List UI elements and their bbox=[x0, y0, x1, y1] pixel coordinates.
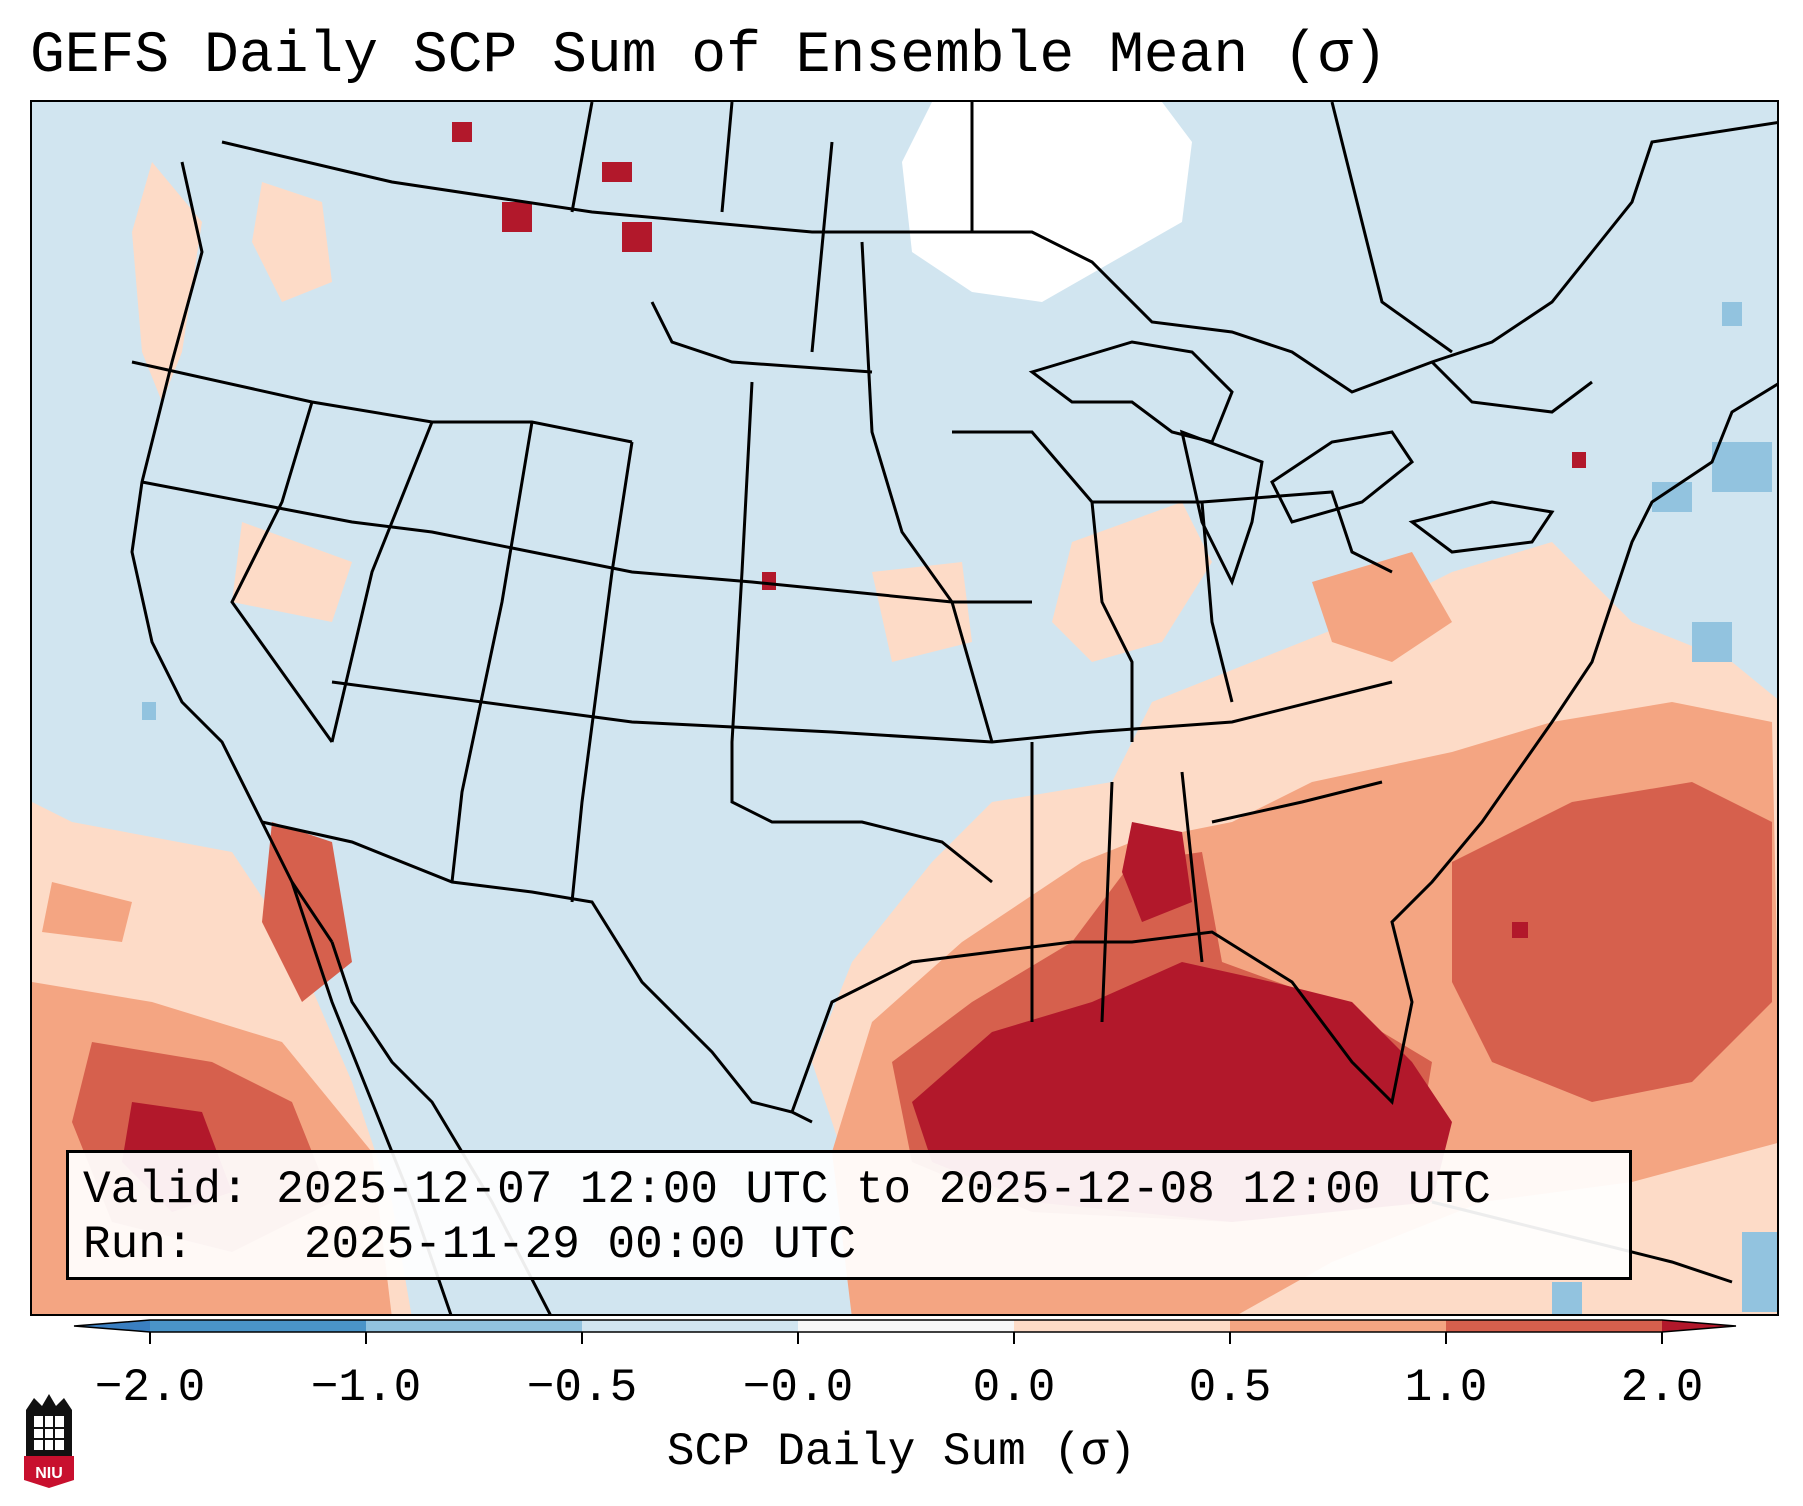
colorbar-tick-label: 0.0 bbox=[972, 1362, 1056, 1414]
colorbar bbox=[73, 1319, 1737, 1344]
colorbar-extend-high bbox=[1662, 1320, 1736, 1332]
scp-map bbox=[32, 102, 1777, 1314]
colorbar-tick-label: 1.0 bbox=[1404, 1362, 1488, 1414]
map-title: GEFS Daily SCP Sum of Ensemble Mean (σ) bbox=[30, 24, 1388, 89]
colorbar-label: SCP Daily Sum (σ) bbox=[666, 1426, 1137, 1478]
colorbar-segment-neg1-neg05 bbox=[366, 1320, 582, 1332]
colorbar-tick-label: 2.0 bbox=[1620, 1362, 1704, 1414]
valid-info-box: Valid: 2025-12-07 12:00 UTC to 2025-12-0… bbox=[66, 1150, 1632, 1280]
colorbar-extend-low bbox=[74, 1320, 150, 1332]
valid-value: 2025-12-07 12:00 UTC to 2025-12-08 12:00… bbox=[276, 1164, 1491, 1216]
colorbar-tick-label: 0.5 bbox=[1188, 1362, 1272, 1414]
neutral-region bbox=[902, 102, 1192, 302]
scp-negative bbox=[142, 302, 1777, 1314]
valid-row: Valid: 2025-12-07 12:00 UTC to 2025-12-0… bbox=[83, 1163, 1615, 1218]
colorbar-tick-label: −0.5 bbox=[526, 1362, 638, 1414]
map-panel bbox=[30, 100, 1779, 1316]
colorbar-tick-label: −2.0 bbox=[94, 1362, 206, 1414]
run-row: Run: 2025-11-29 00:00 UTC bbox=[83, 1218, 1615, 1273]
colorbar-tick-label: −1.0 bbox=[310, 1362, 422, 1414]
niu-logo-icon: NIU bbox=[24, 1394, 74, 1488]
colorbar-segment-0-05 bbox=[1014, 1320, 1230, 1332]
valid-label: Valid: bbox=[83, 1164, 249, 1216]
colorbar-segment-neg2-neg1 bbox=[150, 1320, 366, 1332]
colorbar-tick-label: −0.0 bbox=[742, 1362, 854, 1414]
colorbar-segment-neg05-0 bbox=[582, 1320, 798, 1332]
colorbar-segment-05-1 bbox=[1230, 1320, 1446, 1332]
run-value: 2025-11-29 00:00 UTC bbox=[303, 1219, 856, 1271]
colorbar-segment-1-2 bbox=[1446, 1320, 1662, 1332]
run-label: Run: bbox=[83, 1219, 194, 1271]
colorbar-segment-zero bbox=[798, 1320, 1014, 1332]
logo-text: NIU bbox=[35, 1465, 63, 1482]
colorbar-ticks bbox=[149, 1332, 1663, 1344]
